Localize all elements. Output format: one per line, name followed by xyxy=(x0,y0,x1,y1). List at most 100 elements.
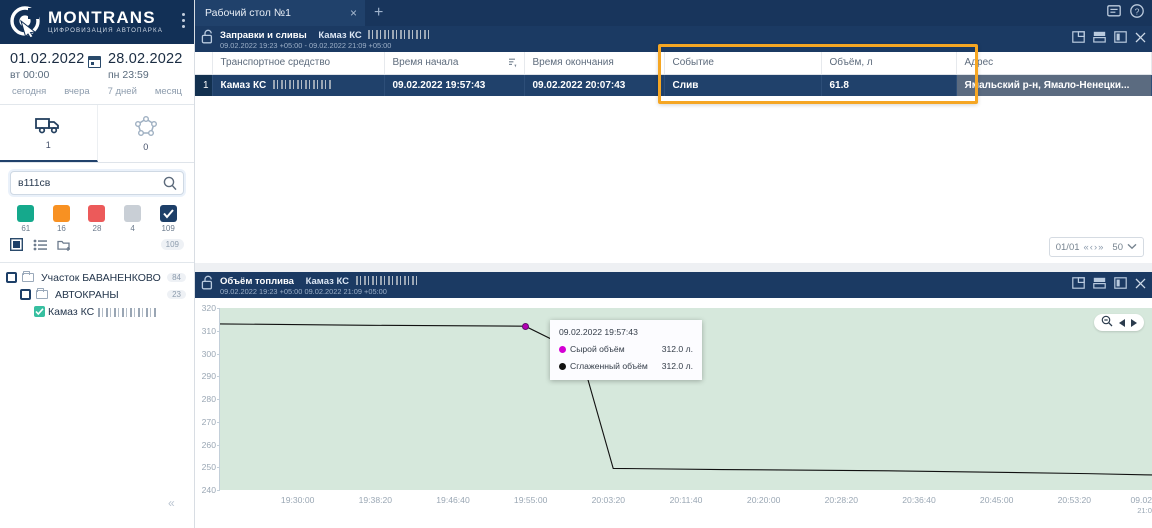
swatch-count: 4 xyxy=(130,224,135,233)
pagination-arrows[interactable]: «‹›» xyxy=(1083,241,1105,253)
tab-geofences[interactable]: 0 xyxy=(98,105,195,162)
chart-zoom-controls xyxy=(1094,314,1144,331)
close-icon[interactable]: × xyxy=(349,6,357,20)
swatch-filter-green[interactable]: 61 xyxy=(13,205,39,233)
select-all-icon[interactable] xyxy=(9,237,24,256)
split-horizontal-icon[interactable] xyxy=(1093,30,1106,48)
quick-range-buttons: сегодня вчера 7 дней месяц xyxy=(0,84,194,105)
split-vertical-icon[interactable] xyxy=(1114,30,1127,48)
column-header-index[interactable] xyxy=(195,52,213,75)
tab-vehicles[interactable]: 1 xyxy=(0,105,98,162)
column-header-vehicle[interactable]: Транспортное средство xyxy=(212,52,385,75)
rows-per-page-value[interactable]: 50 xyxy=(1112,241,1123,253)
tab-desktop-1[interactable]: Рабочий стол №1 × xyxy=(195,0,365,26)
column-header-start-time[interactable]: Время начала xyxy=(384,52,525,75)
quick-range-today[interactable]: сегодня xyxy=(12,86,47,97)
tree-node-group[interactable]: Участок БАВАНЕНКОВО 84 xyxy=(0,269,194,286)
search-icon[interactable] xyxy=(163,176,177,196)
help-icon[interactable]: ? xyxy=(1130,3,1144,23)
y-axis-tick: 250 xyxy=(202,462,220,472)
more-options-icon[interactable] xyxy=(182,13,186,31)
swatch-box xyxy=(17,205,35,222)
checkbox-partial-icon[interactable] xyxy=(20,289,31,300)
next-icon[interactable] xyxy=(1131,318,1137,327)
restore-window-icon[interactable] xyxy=(1072,276,1085,294)
date-to[interactable]: 28.02.2022 пн 23:59 xyxy=(108,51,184,81)
quick-range-7days[interactable]: 7 дней xyxy=(107,86,137,97)
split-horizontal-icon[interactable] xyxy=(1093,276,1106,294)
cell-index: 1 xyxy=(195,74,213,96)
swatch-filter-red[interactable]: 28 xyxy=(84,205,110,233)
date-range-selector[interactable]: 01.02.2022 вт 00:00 28.02.2022 пн 23:59 xyxy=(0,44,194,84)
split-vertical-icon[interactable] xyxy=(1114,276,1127,294)
chart-plot[interactable]: 320 310 300 290 280 270 260 250 240 19:30:00 19:3… xyxy=(202,303,1152,515)
messages-icon[interactable] xyxy=(1107,4,1121,23)
tooltip-label-raw: Сырой объём xyxy=(570,344,625,354)
geofence-icon xyxy=(134,115,158,141)
close-icon[interactable] xyxy=(1135,276,1146,294)
unlock-icon[interactable] xyxy=(201,29,217,49)
column-header-volume[interactable]: Объём, л xyxy=(821,52,957,75)
column-header-address[interactable]: Адрес xyxy=(956,52,1152,75)
swatch-filter-grey[interactable]: 4 xyxy=(120,205,146,233)
cell-address: Ямальский р-н, Ямало-Ненецки... xyxy=(956,74,1152,96)
cell-event: Слив xyxy=(664,74,822,96)
x-axis-tick: 20:45:00 xyxy=(979,495,1014,505)
prev-icon[interactable] xyxy=(1119,318,1125,327)
add-desktop-button[interactable]: + xyxy=(374,4,384,21)
table-footer: 01/01 «‹›» 50 xyxy=(1048,237,1144,257)
cell-end-time: 09.02.2022 20:07:43 xyxy=(524,74,665,96)
search-area xyxy=(0,163,194,199)
search-box[interactable] xyxy=(10,171,184,195)
unlock-icon[interactable] xyxy=(201,275,217,295)
tree-node-count: 23 xyxy=(167,290,186,299)
table-header-row: Транспортное средство Время начала xyxy=(195,52,1152,75)
swatch-filter-all[interactable]: 109 xyxy=(155,205,181,233)
swatch-box-checked xyxy=(159,205,177,222)
x-axis-tick: 19:38:20 xyxy=(358,495,393,505)
swatch-filter-orange[interactable]: 16 xyxy=(48,205,74,233)
search-input[interactable] xyxy=(11,172,183,194)
checkbox-checked-icon[interactable] xyxy=(34,306,45,317)
y-axis-tick: 290 xyxy=(202,371,220,381)
close-icon[interactable] xyxy=(1135,30,1146,48)
chevron-down-icon[interactable] xyxy=(1127,242,1137,253)
chart-tooltip: 09.02.2022 19:57:43 Сырой объём 312.0 л.… xyxy=(550,320,702,380)
restore-window-icon[interactable] xyxy=(1072,30,1085,48)
checkbox-partial-icon[interactable] xyxy=(6,272,17,283)
add-group-icon[interactable] xyxy=(57,238,72,256)
quick-range-yesterday[interactable]: вчера xyxy=(64,86,90,97)
pagination: 01/01 «‹›» 50 xyxy=(1048,237,1144,257)
collapse-sidebar-icon[interactable]: « xyxy=(168,496,175,510)
table-row[interactable]: 1 Камаз КС 09.02.2022 19:57:43 09.02.202… xyxy=(195,74,1152,96)
table-panel-header: Заправки и сливы Камаз КС 09.02.2022 19:… xyxy=(195,26,1152,52)
zoom-out-icon[interactable] xyxy=(1101,314,1113,332)
truck-icon xyxy=(35,116,61,139)
calendar-icon[interactable] xyxy=(88,56,101,68)
quick-range-month[interactable]: месяц xyxy=(154,86,182,97)
table-panel-vehicle: Камаз КС xyxy=(318,29,362,41)
chart-panel-vehicle: Камаз КС xyxy=(305,275,349,287)
column-header-end-time[interactable]: Время окончания xyxy=(524,52,665,75)
chart-area[interactable]: 320 310 300 290 280 270 260 250 240 19:30:00 19:3… xyxy=(195,298,1152,528)
y-axis-tick: 320 xyxy=(202,303,220,313)
redacted-plate xyxy=(98,308,157,317)
redacted-plate xyxy=(368,29,431,39)
swatch-box xyxy=(88,205,106,222)
column-header-event[interactable]: Событие xyxy=(664,52,822,75)
status-filter-swatches: 61 16 28 4 xyxy=(0,199,194,233)
date-from[interactable]: 01.02.2022 вт 00:00 xyxy=(10,51,86,81)
brand-title: MONTRANS xyxy=(48,8,156,28)
x-axis-tick: 19:30:00 xyxy=(280,495,315,505)
swatch-count: 109 xyxy=(161,224,175,233)
list-view-icon[interactable] xyxy=(33,238,47,256)
chart-panel-title: Объём топлива xyxy=(220,275,294,287)
x-axis-tick: 20:20:00 xyxy=(746,495,781,505)
sort-descending-icon[interactable] xyxy=(508,58,517,71)
cell-start-time: 09.02.2022 19:57:43 xyxy=(384,74,525,96)
y-axis-tick: 260 xyxy=(202,440,220,450)
tree-node-vehicle[interactable]: Камаз КС xyxy=(0,303,194,320)
tooltip-value-raw: 312.0 л. xyxy=(661,344,693,354)
tree-node-subgroup[interactable]: АВТОКРАНЫ 23 xyxy=(0,286,194,303)
